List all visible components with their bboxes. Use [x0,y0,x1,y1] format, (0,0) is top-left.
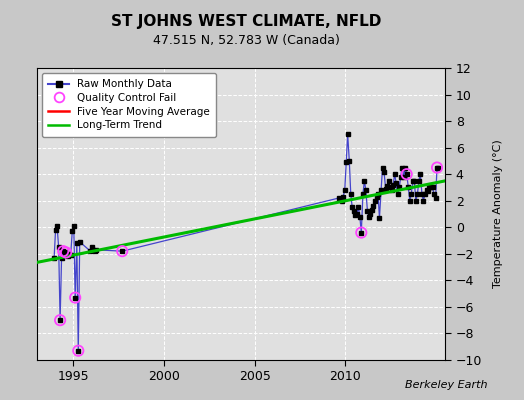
Text: 47.515 N, 52.783 W (Canada): 47.515 N, 52.783 W (Canada) [153,34,340,47]
Point [402,171,411,177]
Legend: Raw Monthly Data, Quality Control Fail, Five Year Moving Average, Long-Term Tren: Raw Monthly Data, Quality Control Fail, … [42,73,216,137]
Point [62,249,70,256]
Text: ST JOHNS WEST CLIMATE, NFLD: ST JOHNS WEST CLIMATE, NFLD [111,14,381,29]
Point [59,248,68,254]
Point [74,348,82,354]
Text: Berkeley Earth: Berkeley Earth [405,380,487,390]
Point [357,229,365,236]
Y-axis label: Temperature Anomaly (°C): Temperature Anomaly (°C) [493,140,504,288]
Point [433,164,441,171]
Point [118,248,126,254]
Point [56,317,64,323]
Point [71,294,79,301]
